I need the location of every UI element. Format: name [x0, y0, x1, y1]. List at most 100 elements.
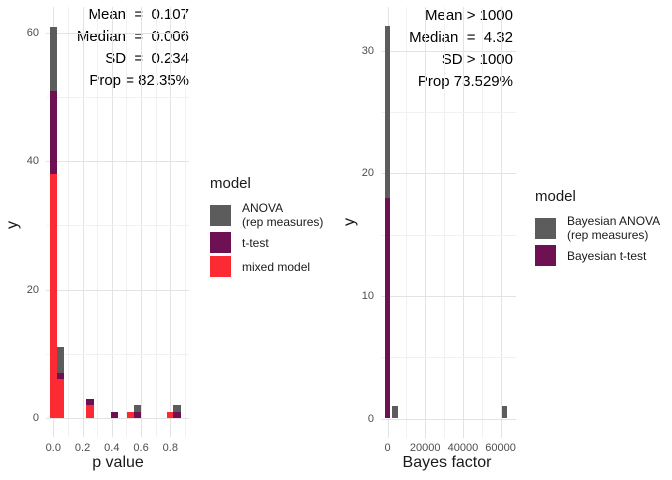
legend-label: Bayesian ANOVA (rep measures) [567, 214, 661, 242]
bar-segment [86, 405, 94, 418]
gridline-vertical [444, 7, 446, 438]
legend-key-swatch [210, 256, 231, 277]
y-tick-label: 40 [26, 155, 39, 168]
y-tick-label: 0 [367, 412, 374, 425]
gridline-horizontal [381, 50, 516, 52]
gridline-horizontal [46, 97, 189, 99]
x-tick-label: 0.4 [104, 442, 120, 454]
gridline-horizontal [381, 357, 516, 359]
stat-line: Prop 73.529% [417, 73, 513, 90]
bar-segment [111, 411, 119, 418]
stat-line: Median = 4.32 [409, 29, 513, 46]
legend-key-swatch [210, 204, 231, 226]
gridline-horizontal [46, 418, 189, 419]
x-tick-label: 60000 [485, 442, 516, 454]
legend-item: Bayesian ANOVA (rep measures) [535, 214, 660, 242]
gridline-vertical [141, 7, 143, 437]
bar-segment [49, 174, 57, 418]
bar-segment [86, 398, 94, 406]
bayes-stats-annotation: Mean > 1000 Median = 4.32 SD > 1000 Prop 73… [373, 5, 513, 93]
gridline-horizontal [381, 418, 516, 420]
bayes-y-axis-title: y [341, 218, 358, 226]
x-tick-label: 0.2 [74, 442, 91, 454]
gridline-horizontal [381, 173, 516, 175]
bayes-legend-items: Bayesian ANOVA (rep measures) Bayesian t-… [535, 214, 660, 266]
pvalue-legend-title: model [210, 175, 251, 192]
bar-segment [384, 26, 391, 198]
gridline-vertical [481, 7, 483, 438]
bar-segment [133, 411, 142, 418]
legend-item: t-test [210, 232, 323, 253]
legend-key-swatch [535, 245, 556, 266]
bar-segment [392, 406, 398, 419]
bar-segment [56, 347, 65, 374]
pvalue-legend: model ANOVA (rep measures) t-test mixed mo… [210, 175, 323, 280]
legend-item: Bayesian t-test [535, 245, 660, 266]
legend-key-swatch [210, 232, 231, 253]
y-tick-label: 20 [361, 167, 374, 180]
bar-segment [501, 406, 508, 419]
x-tick-label: 20000 [409, 442, 441, 454]
y-tick-label: 0 [32, 412, 39, 424]
gridline-horizontal [46, 225, 189, 227]
stat-line: SD = 0.234 [105, 50, 189, 67]
legend-item: ANOVA (rep measures) [210, 201, 323, 229]
y-tick-label: 10 [361, 289, 374, 302]
gridline-vertical [155, 7, 157, 437]
pvalue-stats-annotation: Mean = 0.107 Median = 0.006 SD = 0.234 Prop… [49, 4, 189, 92]
gridline-vertical [67, 7, 69, 437]
legend-label: ANOVA (rep measures) [242, 201, 324, 229]
gridline-vertical [126, 7, 128, 437]
bayes-x-axis-title: Bayes factor [402, 454, 492, 471]
legend-label: mixed model [242, 259, 311, 274]
legend-label: Bayesian t-test [567, 248, 647, 263]
stat-line: Median = 0.006 [76, 28, 189, 45]
y-tick-label: 30 [361, 44, 374, 57]
legend-item: mixed model [210, 256, 323, 277]
gridline-vertical [425, 7, 427, 438]
x-tick-label: 40000 [447, 442, 479, 454]
gridline-horizontal [46, 289, 189, 291]
x-tick-label: 0.8 [162, 442, 178, 454]
stat-line: Mean > 1000 [425, 7, 513, 24]
bayes-legend-title: model [535, 188, 576, 205]
bar-segment [173, 411, 181, 418]
bar-segment [56, 373, 65, 380]
gridline-horizontal [381, 295, 516, 297]
stat-line: SD > 1000 [441, 51, 513, 68]
gridline-horizontal [46, 161, 189, 163]
legend-key-swatch [535, 217, 556, 239]
x-tick-label: 0.0 [45, 442, 61, 454]
bar-segment [49, 90, 57, 175]
pvalue-legend-items: ANOVA (rep measures) t-test mixed model [210, 201, 323, 277]
y-tick-label: 60 [26, 26, 39, 39]
gridline-vertical [82, 7, 84, 437]
gridline-horizontal [381, 234, 516, 236]
gridline-horizontal [46, 32, 189, 34]
gridline-vertical [462, 7, 464, 438]
gridline-vertical [97, 7, 99, 437]
x-tick-label: 0 [384, 442, 391, 454]
x-tick-label: 0.6 [133, 442, 149, 454]
bar-segment [173, 405, 181, 412]
bar-segment [166, 411, 174, 418]
pvalue-x-axis-title: p value [92, 454, 144, 471]
gridline-horizontal [381, 112, 516, 113]
bar-segment [56, 379, 65, 418]
bar-segment [384, 197, 391, 419]
bar-segment [133, 405, 142, 412]
gridline-vertical [406, 7, 408, 438]
gridline-vertical [111, 7, 113, 437]
y-tick-label: 20 [26, 283, 39, 296]
gridline-vertical [170, 7, 172, 437]
bar-segment [127, 411, 135, 418]
legend-label: t-test [242, 235, 269, 250]
gridline-vertical [500, 7, 502, 438]
gridline-horizontal [46, 353, 189, 355]
bar-segment [49, 26, 57, 91]
bayes-legend: model Bayesian ANOVA (rep measures) Bayes… [535, 188, 660, 269]
gridline-vertical [184, 7, 186, 437]
